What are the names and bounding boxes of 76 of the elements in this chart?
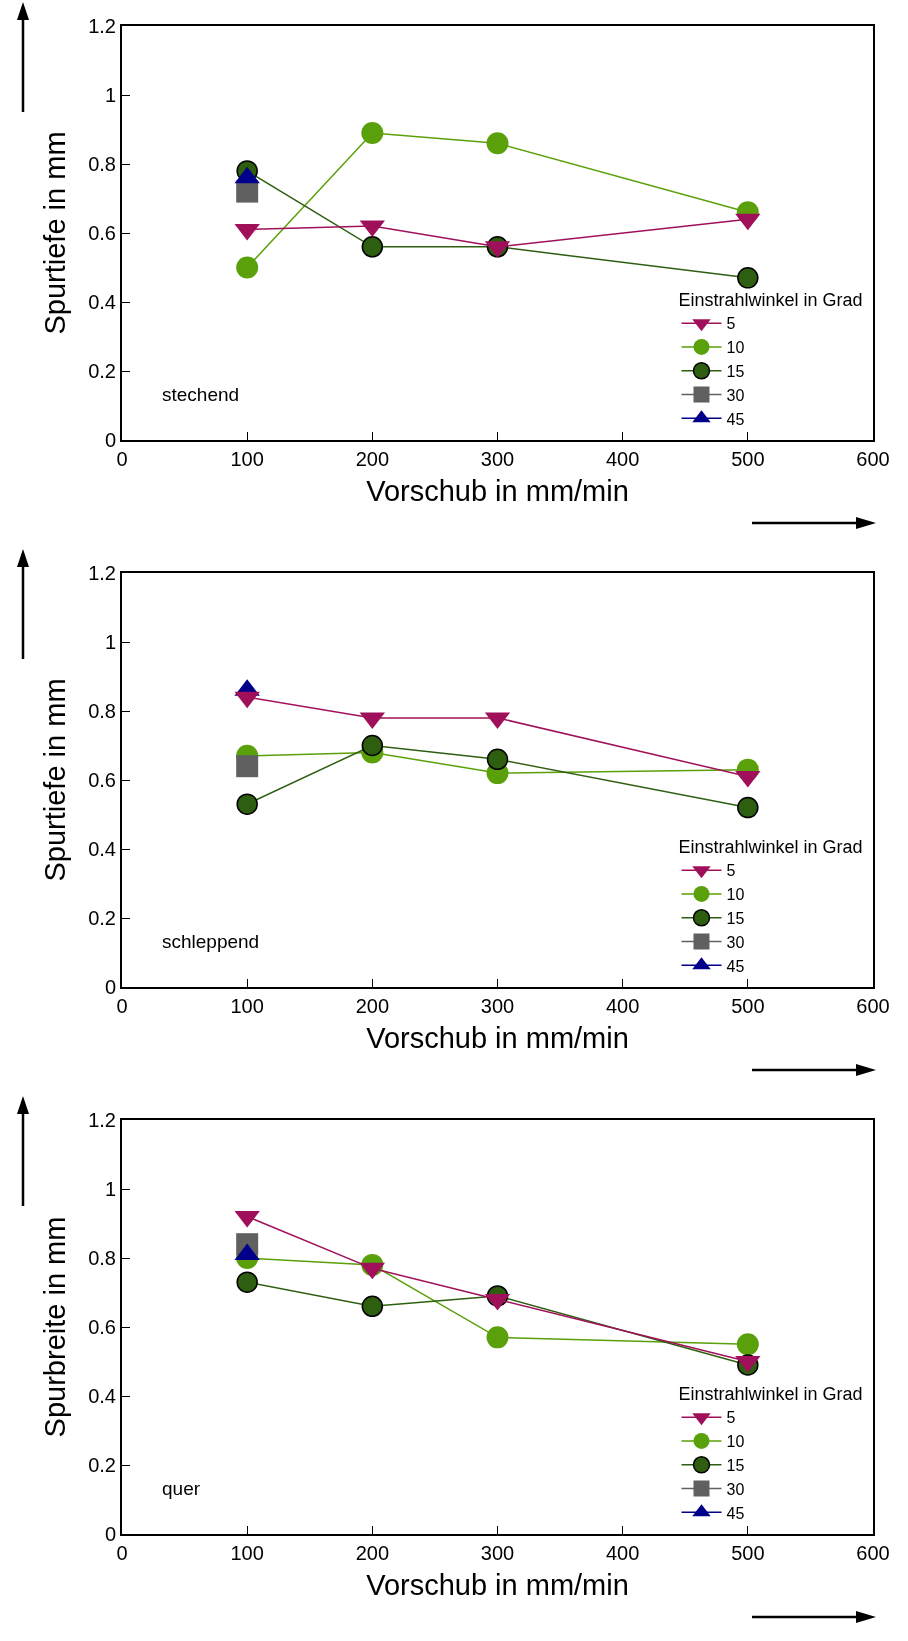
y-tick-label: 1 — [104, 84, 116, 106]
legend-title: Einstrahlwinkel in Grad — [678, 837, 863, 858]
y-tick-label: 0.8 — [88, 153, 116, 175]
legend-label: 10 — [726, 886, 745, 904]
legend-label: 30 — [726, 386, 745, 404]
legend-label: 15 — [726, 910, 745, 927]
y-tick-label: 0.4 — [88, 1385, 116, 1407]
y-axis-title: Spurbreite in mm — [39, 1216, 72, 1438]
y-tick-label: 0.6 — [88, 1316, 116, 1338]
point — [236, 1271, 258, 1293]
x-tick-label: 500 — [731, 448, 765, 470]
y-tick-label: 0.2 — [88, 1454, 116, 1476]
x-axis-title: Vorschub in mm/min — [366, 1022, 629, 1055]
point — [236, 180, 259, 203]
x-tick-label: 300 — [480, 448, 515, 470]
point — [361, 1295, 384, 1318]
legend-label: 5 — [726, 315, 736, 333]
y-tick-label: 0.2 — [88, 907, 116, 929]
legend-label: 15 — [726, 1457, 745, 1474]
y-tick-label: 1.2 — [88, 15, 116, 37]
y-tick-label: 1 — [104, 1178, 116, 1200]
x-tick-label: 300 — [480, 995, 515, 1017]
point — [737, 267, 759, 289]
y-tick-label: 1.2 — [88, 1109, 116, 1131]
y-tick-label: 0 — [104, 976, 116, 998]
y-tick-label: 0.4 — [88, 838, 116, 860]
point — [236, 256, 259, 279]
y-tick-label: 0.8 — [88, 1247, 116, 1269]
y-tick-label: 0.6 — [88, 769, 116, 791]
legend-label: 5 — [726, 862, 736, 880]
x-tick-label: 400 — [605, 448, 640, 470]
y-axis-title: Spurtiefe in mm — [39, 131, 72, 335]
x-axis-title: Vorschub in mm/min — [366, 475, 629, 508]
x-tick-label: 600 — [856, 995, 890, 1017]
x-tick-label: 500 — [731, 1542, 765, 1564]
legend-label: 15 — [726, 363, 745, 380]
x-tick-label: 200 — [355, 1542, 390, 1564]
legend-label: 10 — [726, 339, 745, 357]
point — [486, 1326, 509, 1349]
point — [361, 236, 384, 258]
y-tick-label: 0 — [104, 429, 116, 451]
x-axis-title: Vorschub in mm/min — [366, 1569, 629, 1602]
x-tick-label: 400 — [605, 1542, 640, 1564]
point — [486, 132, 509, 155]
x-tick-label: 200 — [355, 995, 390, 1017]
legend-label: 30 — [726, 933, 745, 951]
x-tick-label: 100 — [230, 448, 264, 470]
y-tick-label: 0.2 — [88, 360, 116, 382]
annotation: quer — [162, 1478, 201, 1499]
x-tick-label: 100 — [230, 995, 264, 1017]
x-tick-label: 100 — [230, 1542, 264, 1564]
x-tick-label: 600 — [856, 1542, 890, 1564]
x-tick-label: 600 — [856, 448, 890, 470]
x-tick-label: 300 — [480, 1542, 515, 1564]
y-tick-label: 0.4 — [88, 291, 116, 313]
x-tick-label: 500 — [731, 995, 765, 1017]
legend-label: 45 — [726, 957, 745, 975]
annotation: stechend — [162, 384, 240, 405]
y-tick-label: 0 — [104, 1523, 116, 1545]
legend-label: 5 — [726, 1409, 736, 1427]
legend-label: 10 — [726, 1433, 745, 1451]
y-axis-title: Spurtiefe in mm — [39, 678, 72, 882]
x-tick-label: 200 — [355, 448, 390, 470]
annotation: schleppend — [162, 931, 260, 952]
y-tick-label: 0.8 — [88, 700, 116, 722]
legend-label: 45 — [726, 410, 745, 428]
x-tick-label: 400 — [605, 995, 640, 1017]
legend-label: 45 — [726, 1504, 745, 1522]
y-tick-label: 0.6 — [88, 222, 116, 244]
legend-title: Einstrahlwinkel in Grad — [678, 290, 863, 311]
y-tick-label: 1.2 — [88, 562, 116, 584]
point — [361, 121, 384, 144]
legend-label: 30 — [726, 1480, 745, 1498]
point — [736, 1333, 759, 1356]
legend-title: Einstrahlwinkel in Grad — [678, 1384, 863, 1405]
y-tick-label: 1 — [104, 631, 116, 653]
